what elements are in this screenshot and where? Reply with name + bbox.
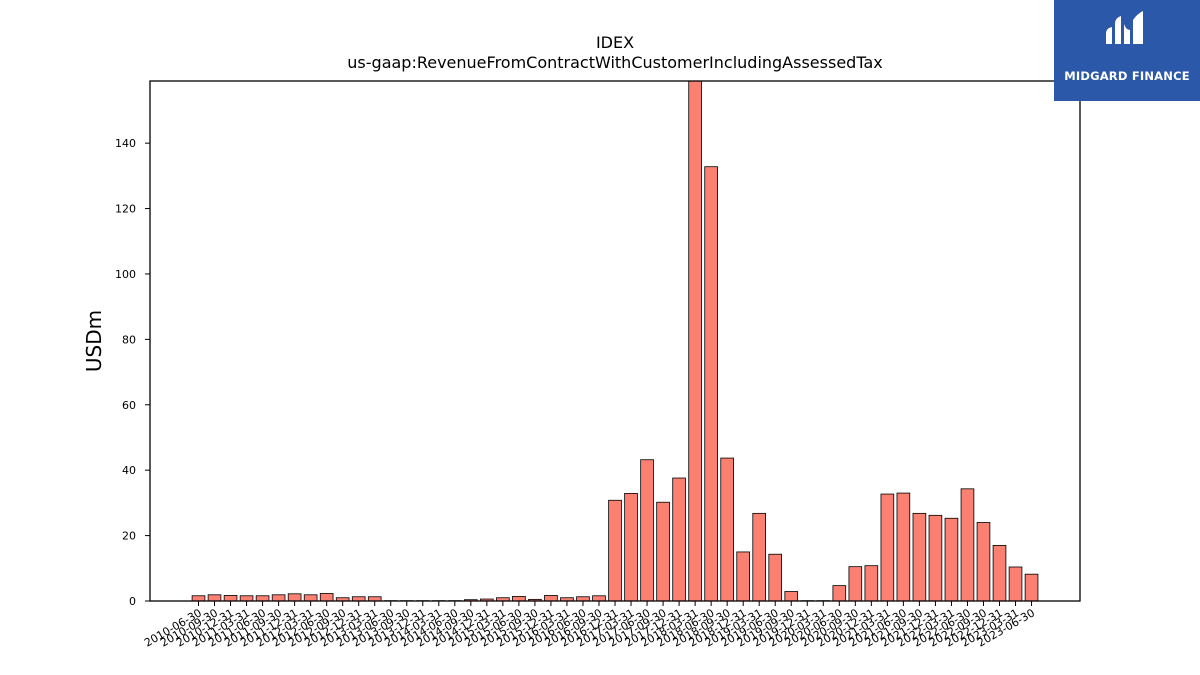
y-tick-label: 20	[122, 530, 136, 543]
bars-group	[191, 80, 1039, 602]
bar-2019-03-31	[752, 512, 766, 602]
bar-2018-09-30	[720, 457, 734, 602]
bar-2019-09-30	[784, 591, 799, 602]
bar-2023-06-30	[1024, 573, 1039, 602]
bar-2022-06-30	[960, 488, 975, 602]
bar-2011-03-31	[239, 595, 254, 602]
plot-frame	[149, 80, 1081, 602]
bar-2011-12-31	[287, 593, 302, 602]
bar-2018-12-31	[736, 551, 750, 602]
bar-2016-09-30	[592, 595, 606, 602]
x-axis-ticks: 2010-06-302010-09-302010-12-312011-03-31…	[142, 601, 1037, 650]
y-tick-label: 80	[122, 333, 136, 346]
bar-2022-09-30	[976, 522, 991, 602]
chart-title: IDEX	[596, 33, 634, 52]
bar-2015-12-31	[544, 595, 558, 602]
bar-2022-03-31	[944, 517, 959, 602]
brand-monogram-icon	[1106, 11, 1143, 44]
bar-2022-12-31	[992, 545, 1007, 602]
y-axis-label: USDm	[82, 310, 106, 372]
bar-2021-03-31	[880, 493, 895, 602]
bar-2011-06-30	[255, 595, 270, 602]
y-tick-label: 100	[115, 268, 136, 281]
bar-2010-12-31	[223, 595, 238, 602]
bar-2011-09-30	[271, 594, 286, 602]
bar-2012-06-30	[319, 593, 334, 602]
bar-2017-03-31	[624, 492, 638, 602]
bar-2020-12-31	[864, 565, 879, 602]
bar-2017-06-30	[640, 459, 654, 602]
y-tick-label: 40	[122, 464, 136, 477]
bar-2020-09-30	[848, 566, 863, 602]
y-tick-label: 60	[122, 399, 136, 412]
y-tick-label: 0	[129, 595, 136, 608]
y-tick-label: 120	[115, 203, 136, 216]
bar-2016-12-31	[608, 499, 622, 602]
brand-logo: MIDGARD FINANCE	[1054, 0, 1200, 101]
bar-2015-06-30	[512, 596, 526, 602]
bar-2023-03-31	[1008, 566, 1023, 602]
bar-2018-03-31	[688, 80, 702, 602]
bar-2017-12-31	[672, 477, 686, 602]
brand-name: MIDGARD FINANCE	[1064, 69, 1190, 83]
bar-2019-06-30	[768, 553, 783, 602]
bar-2021-09-30	[912, 512, 927, 602]
y-axis-ticks: 0 20 40 60 80 100 120 140	[115, 137, 150, 608]
chart-subtitle: us-gaap:RevenueFromContractWithCustomerI…	[347, 53, 882, 72]
bar-2020-06-30	[832, 585, 847, 602]
y-tick-label: 140	[115, 137, 136, 150]
bar-2010-09-30	[207, 594, 222, 602]
bar-2010-06-30	[191, 595, 206, 602]
bar-2017-09-30	[656, 501, 670, 602]
bar-2021-06-30	[896, 492, 911, 602]
bar-2012-03-31	[303, 594, 318, 602]
bar-2018-06-30	[704, 166, 718, 602]
bar-2021-12-31	[928, 514, 943, 602]
